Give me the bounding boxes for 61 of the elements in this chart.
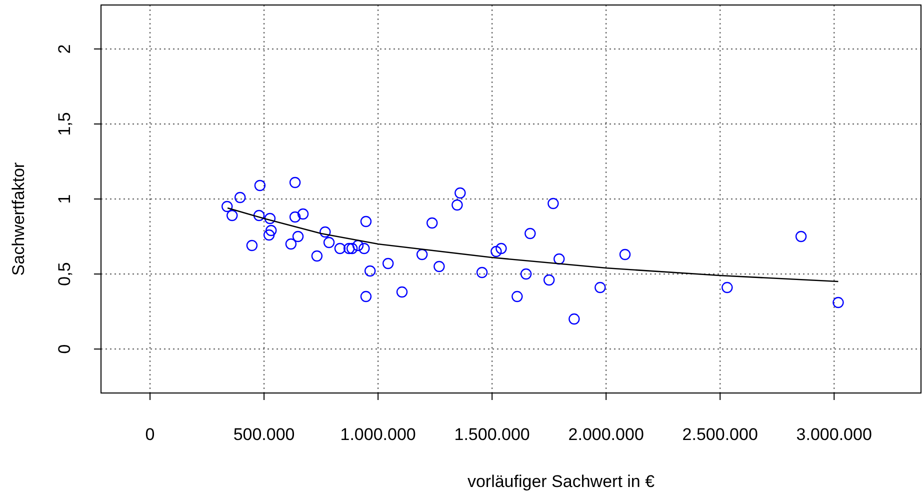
y-tick-label: 0 xyxy=(55,344,74,354)
y-axis-title: Sachwertfaktor xyxy=(9,162,28,276)
x-tick-label: 2.500.000 xyxy=(682,425,758,444)
point xyxy=(226,210,238,222)
point xyxy=(289,176,301,188)
point xyxy=(416,248,428,260)
point xyxy=(334,242,346,254)
point xyxy=(543,274,555,286)
point xyxy=(292,230,304,242)
point xyxy=(496,242,507,254)
point xyxy=(452,199,463,211)
point xyxy=(594,282,606,294)
point xyxy=(396,286,408,298)
x-tick-label: 500.000 xyxy=(233,425,295,444)
point xyxy=(722,282,733,294)
x-tick-label: 1.000.000 xyxy=(340,425,416,444)
point xyxy=(568,313,580,325)
point xyxy=(795,230,807,242)
point xyxy=(832,296,844,308)
point xyxy=(426,217,438,229)
point xyxy=(234,192,246,204)
point xyxy=(297,208,309,220)
point xyxy=(360,290,372,302)
point xyxy=(346,242,358,254)
point xyxy=(358,242,370,254)
point xyxy=(434,260,445,272)
point xyxy=(323,236,335,248)
x-tick-label: 0 xyxy=(145,425,155,444)
x-tick-label: 3.000.000 xyxy=(796,425,872,444)
point xyxy=(253,210,265,222)
point xyxy=(619,248,631,260)
x-axis-title: vorläufiger Sachwert in € xyxy=(467,472,656,491)
point xyxy=(454,187,466,199)
point xyxy=(254,180,266,192)
point xyxy=(520,268,532,280)
point xyxy=(246,240,258,252)
point xyxy=(554,253,565,265)
y-tick-label: 1 xyxy=(55,194,74,204)
point xyxy=(524,228,536,240)
x-tick-label: 1.500.000 xyxy=(454,425,530,444)
point xyxy=(344,242,355,254)
point xyxy=(320,226,331,238)
y-tick-label: 0,5 xyxy=(55,262,74,286)
point xyxy=(264,212,276,224)
point xyxy=(360,216,372,228)
point xyxy=(476,266,488,278)
point xyxy=(263,229,275,241)
point xyxy=(266,224,277,236)
y-tick-label: 1,5 xyxy=(55,112,74,136)
point xyxy=(285,238,297,250)
y-tick-label: 2 xyxy=(55,44,74,54)
point xyxy=(311,250,323,262)
point xyxy=(222,200,233,212)
x-tick-label: 2.000.000 xyxy=(568,425,644,444)
point xyxy=(548,198,559,210)
point xyxy=(289,211,301,223)
point xyxy=(382,258,394,270)
point xyxy=(512,290,523,302)
point xyxy=(490,246,502,258)
point xyxy=(364,265,376,277)
point xyxy=(352,240,364,252)
